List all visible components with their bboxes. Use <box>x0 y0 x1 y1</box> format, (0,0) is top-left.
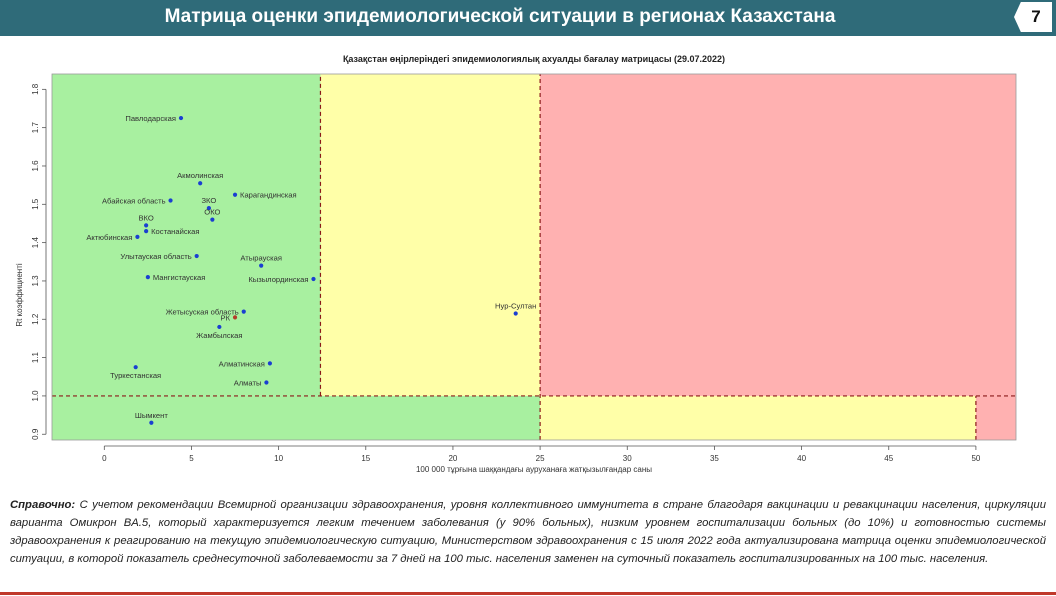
data-point-label: Акмолинская <box>177 171 223 180</box>
data-point <box>168 198 173 203</box>
note-text: С учетом рекомендации Всемирной организа… <box>10 499 1046 565</box>
y-tick-label: 1.4 <box>31 237 40 249</box>
data-point <box>135 234 140 239</box>
reference-note: Справочно: С учетом рекомендации Всемирн… <box>10 496 1046 568</box>
x-tick-label: 35 <box>710 454 719 463</box>
data-point-label: Павлодарская <box>125 114 176 123</box>
data-point <box>144 223 149 228</box>
data-point-label: Карагандинская <box>240 191 297 200</box>
data-point <box>259 263 264 268</box>
data-point <box>267 361 273 366</box>
page-title: Матрица оценки эпидемиологической ситуац… <box>164 6 836 27</box>
data-point <box>264 380 269 385</box>
x-tick-label: 50 <box>971 454 980 463</box>
y-tick-label: 1.5 <box>31 198 40 210</box>
data-point-label: Улытауская область <box>120 252 191 261</box>
data-point-label: Актюбинская <box>86 233 132 242</box>
y-tick-label: 1.1 <box>31 351 40 363</box>
y-tick-label: 1.6 <box>31 160 40 172</box>
zone-2 <box>540 74 1016 396</box>
x-tick-label: 30 <box>623 454 632 463</box>
data-point <box>241 309 246 314</box>
data-point-label: Алматинская <box>219 359 265 368</box>
x-tick-label: 20 <box>448 454 457 463</box>
x-tick-label: 0 <box>102 454 107 463</box>
y-tick-label: 0.9 <box>31 428 40 440</box>
data-point <box>311 276 316 282</box>
data-point-label: Атырауская <box>240 254 282 263</box>
y-tick-label: 1.0 <box>31 390 40 402</box>
plot-frame <box>51 73 1017 441</box>
data-point-label: Мангистауская <box>153 273 206 282</box>
threshold-lines-layer <box>52 74 1016 440</box>
header-bar <box>0 0 1056 36</box>
x-tick-label: 10 <box>274 454 283 463</box>
zone-4 <box>540 395 976 440</box>
page-number: 7 <box>1031 7 1041 26</box>
data-point-label: Туркестанская <box>110 371 161 380</box>
data-point-label: Жамбылская <box>196 331 242 340</box>
data-point <box>194 253 199 259</box>
data-point-label: Алматы <box>234 379 262 388</box>
data-point-label: Нур-Султан <box>495 302 536 311</box>
matrix-chart: Қазақстан өңірлеріндегі эпидемиологиялық… <box>15 54 1017 474</box>
note-lead: Справочно: <box>10 499 76 511</box>
data-point <box>133 365 138 370</box>
data-point-label: ЗКО <box>201 196 216 205</box>
x-tick-label: 5 <box>189 454 194 463</box>
x-tick-label: 40 <box>797 454 806 463</box>
x-tick-label: 15 <box>361 454 370 463</box>
data-point <box>513 311 518 316</box>
bottom-rule <box>0 592 1056 595</box>
data-point <box>178 115 184 121</box>
data-point-label: ОКО <box>204 208 220 217</box>
points-layer: Павлодарская Акмолинская Карагандинская Аба… <box>86 114 536 425</box>
chart-title: Қазақстан өңірлеріндегі эпидемиологиялық… <box>343 54 725 64</box>
y-axis-label: Rt коэффициенті <box>15 263 24 327</box>
data-point <box>144 229 149 234</box>
page-number-badge: 7 <box>1014 2 1052 32</box>
zone-1 <box>320 74 541 396</box>
x-tick-label: 45 <box>884 454 893 463</box>
data-point <box>198 181 203 186</box>
zone-0 <box>52 74 321 396</box>
data-point-label: Жетысуская область <box>166 308 239 317</box>
data-point <box>149 420 154 425</box>
x-axis-label: 100 000 тұрғына шаққандағы ауруханаға жа… <box>416 465 652 474</box>
data-point-label: Костанайская <box>151 227 199 236</box>
data-point <box>145 275 150 280</box>
data-point <box>217 324 222 330</box>
data-point <box>232 315 238 320</box>
zone-5 <box>975 395 1016 440</box>
y-tick-label: 1.2 <box>31 313 40 325</box>
axes-layer: 0 5 10 15 20 25 30 35 40 45 50 0.9 1.0 1.1 1.2 1.3 1.4 1.… <box>31 73 1017 463</box>
zone-3 <box>52 395 541 440</box>
data-point <box>210 217 215 222</box>
data-point-label: ВКО <box>138 213 153 222</box>
data-point-label: Шымкент <box>135 411 168 420</box>
y-tick-label: 1.7 <box>31 122 40 134</box>
x-tick-label: 25 <box>536 454 545 463</box>
data-point <box>206 206 211 211</box>
data-point <box>232 192 238 197</box>
data-point-label: Абайская область <box>102 196 166 205</box>
y-tick-label: 1.8 <box>31 83 40 95</box>
zones-layer <box>52 74 1016 440</box>
y-tick-label: 1.3 <box>31 275 40 287</box>
data-point-label: РК <box>221 313 231 322</box>
data-point-label: Кызылординская <box>248 275 308 284</box>
